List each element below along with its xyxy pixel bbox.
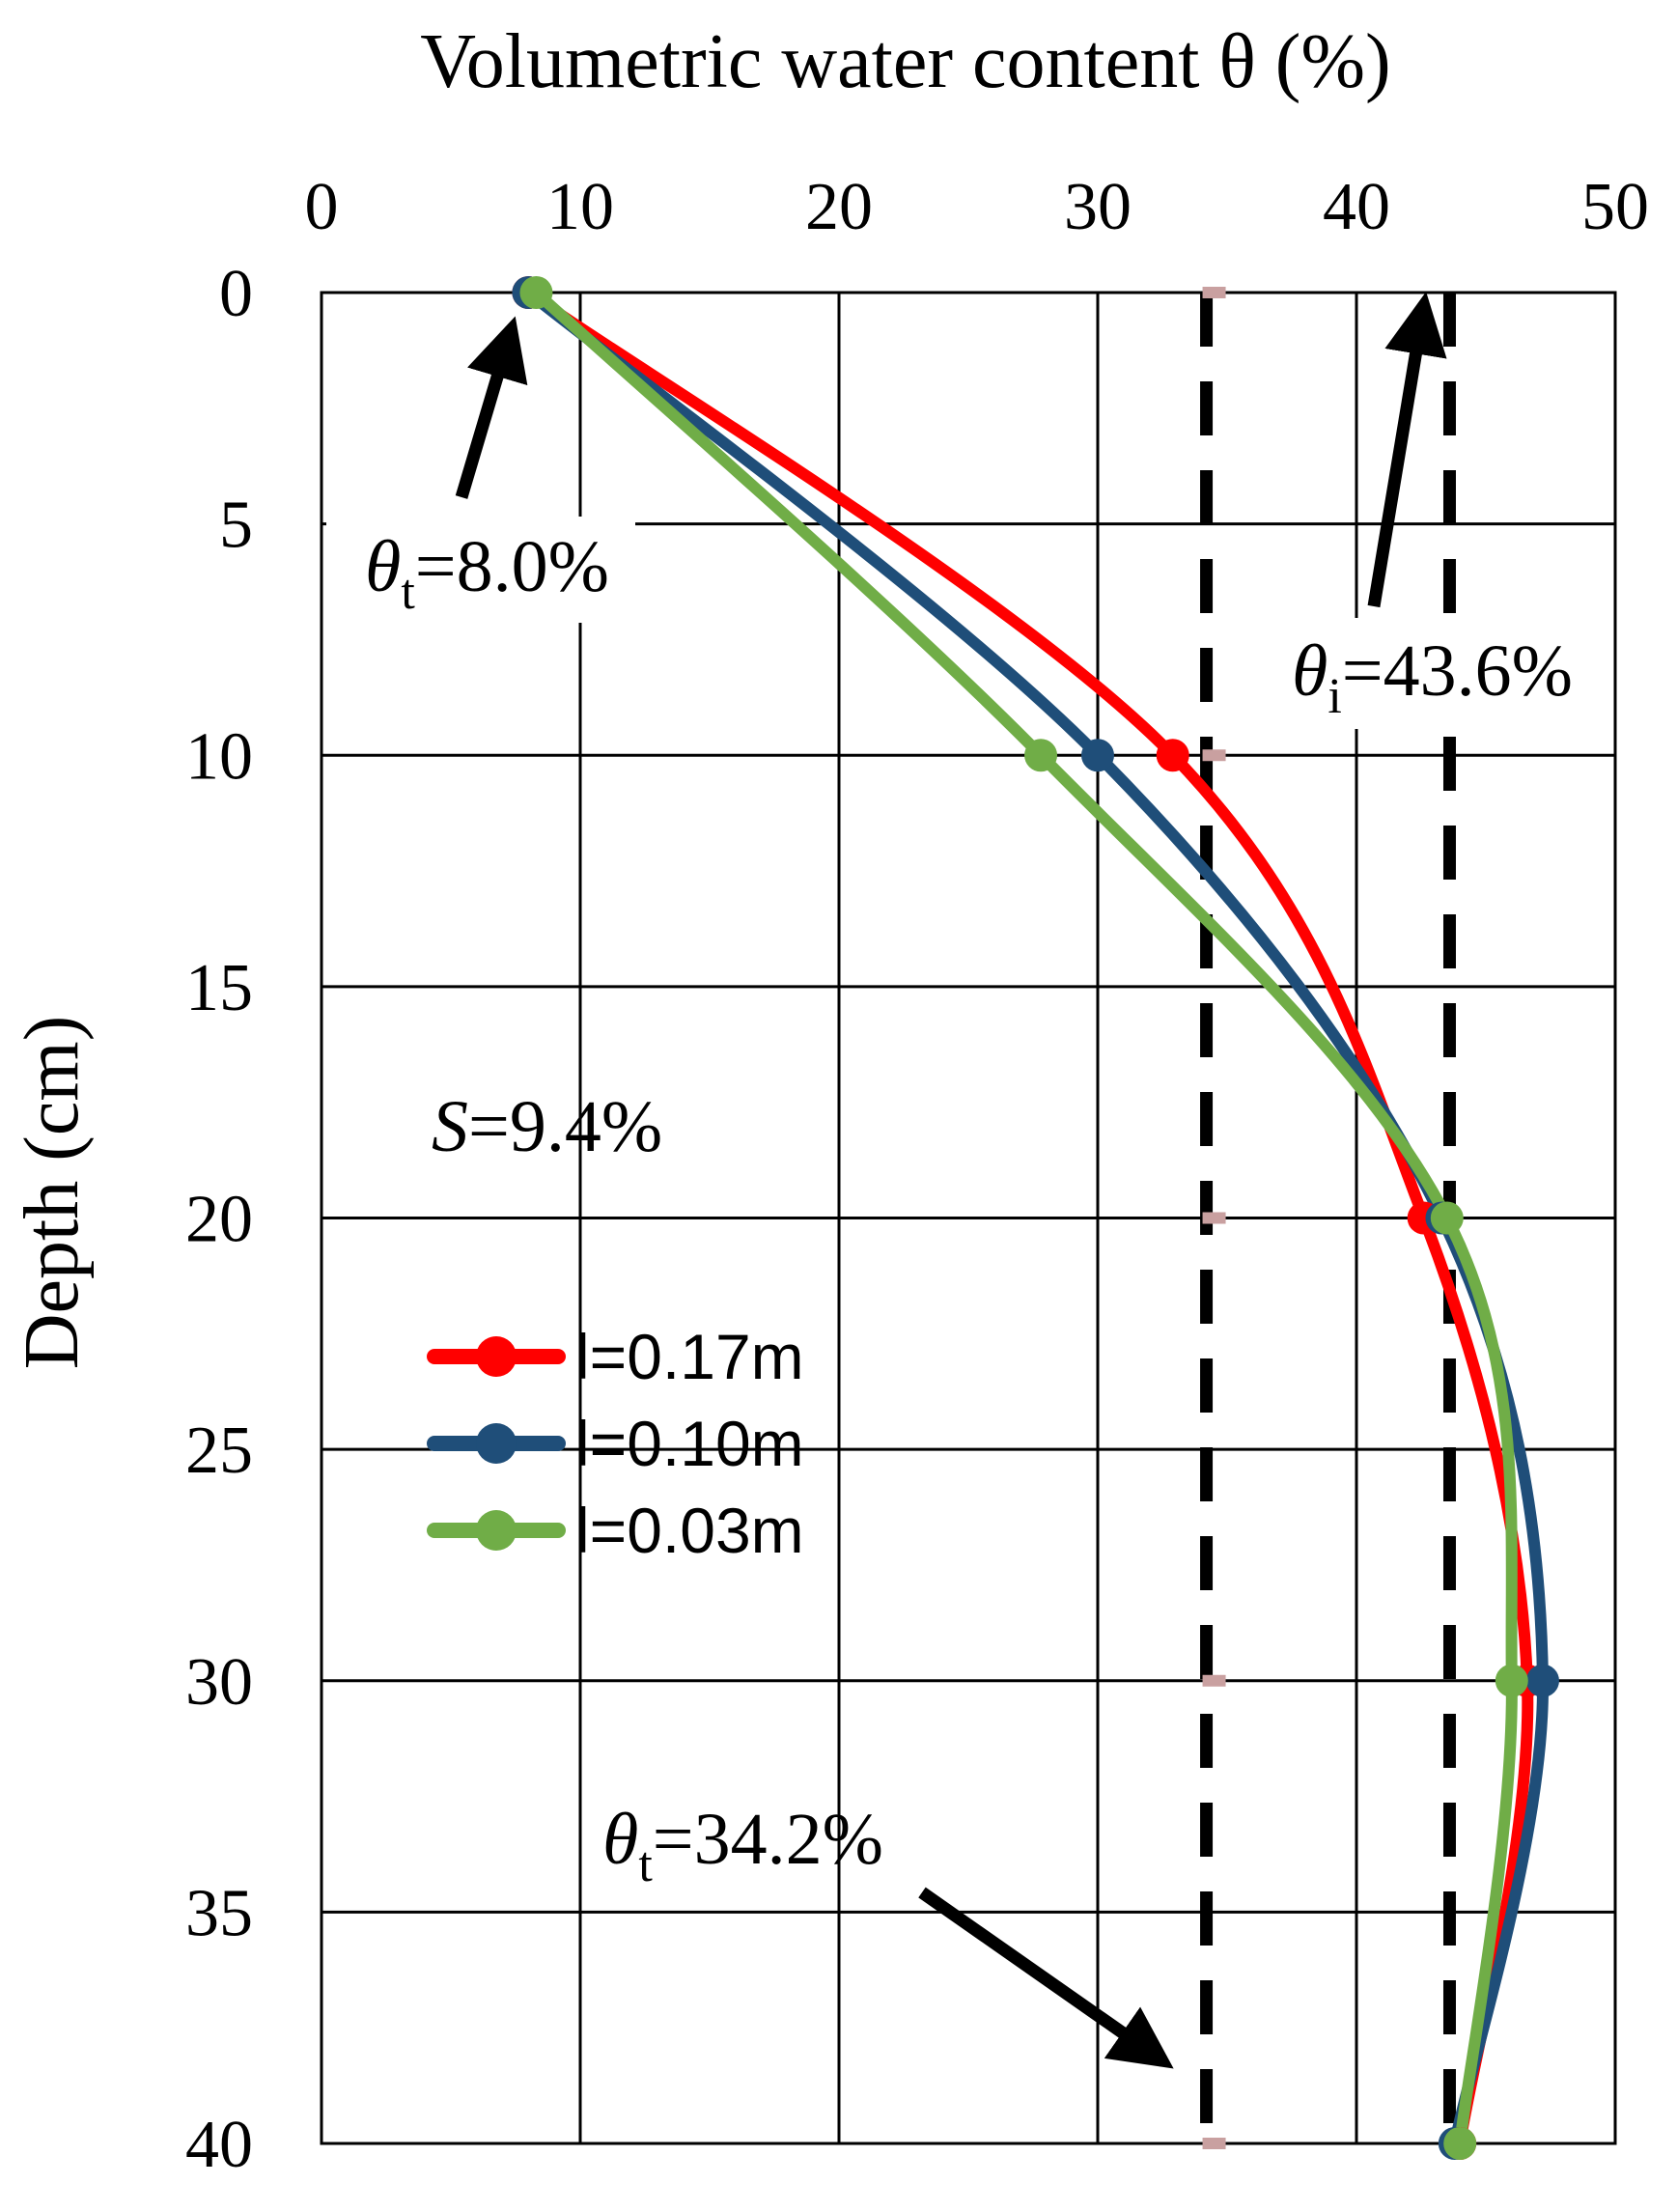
plot-border <box>320 291 1617 2145</box>
annotation-label: θi=43.6% <box>1292 630 1573 724</box>
data-point <box>1024 739 1058 772</box>
annotation-arrow <box>455 316 528 499</box>
annotation-subscript: t <box>401 565 415 620</box>
annotation-value: =9.4% <box>468 1086 662 1167</box>
legend: l=0.17m l=0.10m l=0.03m <box>427 1321 804 1566</box>
annotation-symbol: θ <box>602 1799 638 1880</box>
data-point <box>1525 1664 1559 1697</box>
y-tick-label: 15 <box>185 951 253 1025</box>
data-point <box>1495 1664 1528 1697</box>
annotation-subscript: i <box>1328 669 1341 724</box>
x-axis-title: Volumetric water content θ (%) <box>420 19 1390 104</box>
annotation-arrow <box>918 1887 1174 2069</box>
x-tick-label: 40 <box>1323 170 1390 244</box>
annotation-background <box>326 517 635 623</box>
annotation-label: θt=8.0% <box>365 526 609 620</box>
data-point <box>1430 1201 1464 1235</box>
x-tick-label: 20 <box>805 170 873 244</box>
legend-swatch-marker <box>476 1336 517 1377</box>
annotation-value: =43.6% <box>1342 630 1573 712</box>
data-point <box>519 276 553 309</box>
y-axis-title: Depth (cm) <box>10 1016 95 1370</box>
reference-tick-mark <box>1202 287 1226 298</box>
y-tick-label: 10 <box>185 719 253 794</box>
y-tick-label: 35 <box>185 1876 253 1950</box>
annotation-symbol: S <box>432 1086 468 1167</box>
legend-swatch-marker <box>476 1510 517 1551</box>
x-tick-label: 10 <box>546 170 614 244</box>
data-point <box>1081 739 1114 772</box>
annotation-symbol: θ <box>1292 630 1328 712</box>
data-point <box>1443 2127 1477 2160</box>
annotation-symbol: θ <box>365 526 401 607</box>
y-tick-label: 25 <box>185 1414 253 1488</box>
annotation-background <box>1260 618 1583 729</box>
annotation-value: =8.0% <box>415 526 609 607</box>
y-tick-labels: 0 5 10 15 20 25 30 35 40 <box>185 257 253 2182</box>
reference-tick-mark <box>1202 749 1226 762</box>
series-group <box>512 276 1559 2160</box>
y-tick-label: 40 <box>185 2108 253 2182</box>
legend-label: l=0.17m <box>575 1321 804 1392</box>
series-line <box>530 287 1518 2149</box>
annotation-label: θt=34.2% <box>602 1799 883 1892</box>
x-tick-label: 50 <box>1581 170 1649 244</box>
legend-label: l=0.03m <box>575 1495 804 1566</box>
y-tick-label: 5 <box>219 489 253 563</box>
annotation-label: S=9.4% <box>432 1086 662 1167</box>
x-tick-labels: 0 10 20 30 40 50 <box>305 170 1650 244</box>
x-tick-label: 30 <box>1064 170 1132 244</box>
reference-tick-mark <box>1202 2138 1226 2149</box>
legend-swatch-marker <box>476 1423 517 1464</box>
reference-tick-mark <box>1202 1674 1226 1687</box>
x-tick-label: 0 <box>305 170 339 244</box>
annotations: θt=8.0%θi=43.6%S=9.4%θt=34.2% <box>326 292 1583 2069</box>
legend-label: l=0.10m <box>575 1408 804 1479</box>
annotation-value: =34.2% <box>653 1799 883 1880</box>
annotation-subscript: t <box>638 1837 653 1892</box>
y-tick-label: 20 <box>185 1183 253 1257</box>
plot-frame <box>320 291 1617 2145</box>
series-line <box>522 287 1534 2149</box>
data-point <box>1156 739 1189 772</box>
annotation-arrow <box>1367 292 1447 608</box>
y-tick-label: 30 <box>185 1645 253 1720</box>
y-tick-label: 0 <box>219 257 253 331</box>
reference-tick-mark <box>1202 1212 1226 1224</box>
